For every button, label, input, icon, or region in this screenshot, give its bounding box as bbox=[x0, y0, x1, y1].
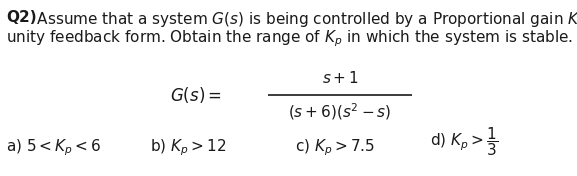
Text: b) $K_p > 12$: b) $K_p > 12$ bbox=[150, 137, 226, 158]
Text: $(s + 6)(s^2 - s)$: $(s + 6)(s^2 - s)$ bbox=[288, 102, 392, 122]
Text: a) $5 < K_p < 6$: a) $5 < K_p < 6$ bbox=[6, 137, 101, 158]
Text: c) $K_p > 7.5$: c) $K_p > 7.5$ bbox=[295, 137, 375, 158]
Text: unity feedback form. Obtain the range of $K_p$ in which the system is stable.: unity feedback form. Obtain the range of… bbox=[6, 28, 573, 49]
Text: $G(s) = $: $G(s) = $ bbox=[170, 85, 222, 105]
Text: Q2): Q2) bbox=[6, 10, 36, 25]
Text: d) $K_p > \dfrac{1}{3}$: d) $K_p > \dfrac{1}{3}$ bbox=[430, 125, 498, 158]
Text: $s + 1$: $s + 1$ bbox=[321, 70, 358, 86]
Text: Assume that a system $G(s)$ is being controlled by a Proportional gain $K_p$ in : Assume that a system $G(s)$ is being con… bbox=[32, 10, 577, 31]
